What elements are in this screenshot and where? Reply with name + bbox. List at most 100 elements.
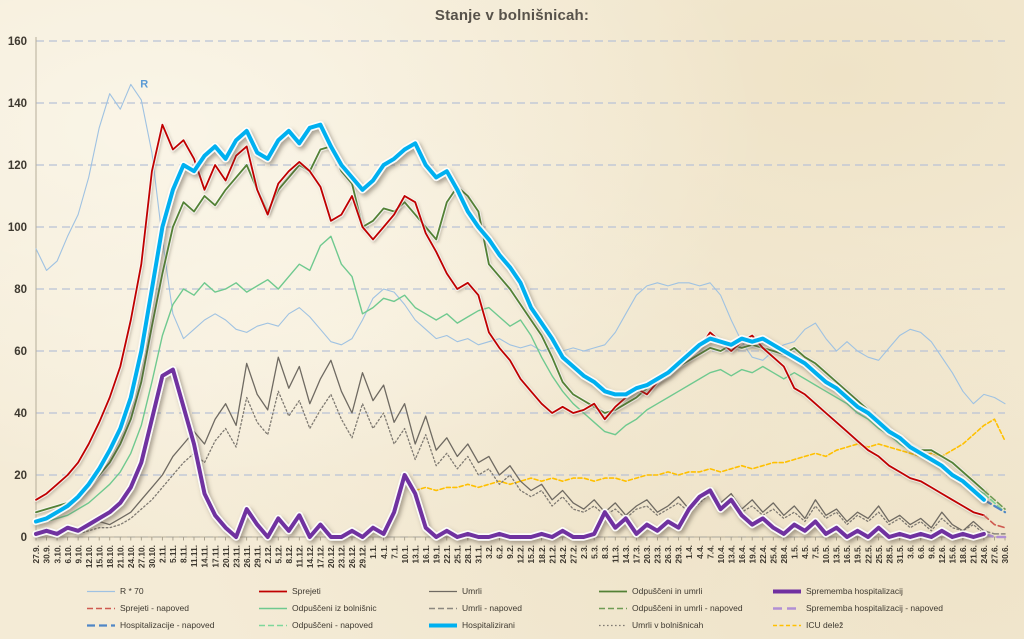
x-tick-label: 11.3. — [610, 545, 620, 563]
x-tick-label: 9.2. — [505, 545, 515, 559]
series-hosp_nap-line[interactable] — [982, 498, 1007, 514]
legend-item-sprejeti_nap[interactable]: Sprejeti - napoved — [86, 602, 189, 615]
legend-item-sprejeti[interactable]: Sprejeti — [258, 585, 321, 598]
x-tick-label: 28.4. — [779, 545, 789, 563]
x-tick-label: 26.11. — [242, 545, 252, 568]
x-tick-label: 4.1. — [379, 545, 389, 559]
x-tick-label: 20.3. — [642, 545, 652, 563]
x-tick-label: 22.1. — [442, 545, 452, 563]
legend-label-sprememba: Sprememba hospitalizacij — [806, 586, 903, 596]
series-sprejeti_nap-line[interactable] — [983, 514, 1006, 529]
x-tick-label: 29.3. — [674, 545, 684, 563]
x-tick-label: 1.1. — [368, 545, 378, 559]
x-tick-label: 26.3. — [663, 545, 673, 563]
x-tick-label: 4.5. — [800, 545, 810, 559]
series-r70-line[interactable] — [35, 83, 1006, 405]
x-tick-label: 6.10. — [63, 545, 73, 563]
x-tick-label: 30.6. — [1000, 545, 1010, 563]
legend-swatch-r70 — [87, 590, 115, 593]
series-sprejeti-line[interactable] — [35, 123, 985, 517]
x-tick-label: 3.6. — [905, 545, 915, 559]
legend-swatch-sprejeti — [259, 590, 287, 593]
x-tick-label: 8.12. — [284, 545, 294, 563]
x-tick-label: 2.3. — [579, 545, 589, 559]
chart-title[interactable]: Stanje v bolnišnicah: — [434, 7, 590, 24]
series-sprememba-line[interactable] — [34, 367, 986, 539]
legend-swatch-odpusceni_nap — [259, 624, 287, 627]
series-odp_umrli-group — [34, 144, 986, 515]
legend-label-umrli: Umrli — [462, 586, 482, 596]
x-tick-label: 6.2. — [495, 545, 505, 559]
legend-item-umrli[interactable]: Umrli — [428, 585, 482, 598]
series-hospitalizirani-halo — [32, 121, 988, 526]
legend-swatch-odp_umrli — [599, 590, 627, 593]
legend-item-icu[interactable]: ICU delež — [772, 619, 843, 632]
y-tick-label: 0 — [21, 532, 27, 544]
x-tick-label: 8.3. — [600, 545, 610, 559]
x-tick-label: 17.11. — [210, 545, 220, 568]
series-icu-line[interactable] — [414, 418, 1006, 492]
x-tick-label: 4.4. — [695, 545, 705, 559]
series-odp_umrli_nap-line[interactable] — [983, 489, 1006, 510]
x-tick-label: 12.10. — [84, 545, 94, 568]
x-tick-label: 7.1. — [389, 545, 399, 559]
legend-item-hosp_nap[interactable]: Hospitalizacije - napoved — [86, 619, 215, 632]
legend-item-r70[interactable]: R * 70 — [86, 585, 144, 598]
series-umrli_nap-line[interactable] — [983, 530, 1006, 535]
x-tick-label: 3.10. — [52, 545, 62, 563]
x-tick-label: 21.2. — [547, 545, 557, 563]
x-tick-label: 8.11. — [179, 545, 189, 563]
legend-item-odp_umrli_nap[interactable]: Odpuščeni in umrli - napoved — [598, 602, 743, 615]
x-tick-label: 30.9. — [42, 545, 52, 563]
legend-item-odpusceni[interactable]: Odpuščeni iz bolnišnic — [258, 602, 377, 615]
legend-swatch-icu — [773, 624, 801, 627]
x-tick-label: 10.1. — [400, 545, 410, 563]
x-tick-label: 29.11. — [252, 545, 262, 568]
x-tick-label: 21.10. — [115, 545, 125, 568]
series-hospitalizirani-line[interactable] — [34, 122, 986, 524]
x-tick-label: 16.1. — [421, 545, 431, 563]
legend-label-sprejeti_nap: Sprejeti - napoved — [120, 603, 189, 613]
series-hospitalizirani-group — [32, 121, 988, 526]
legend-item-odp_umrli[interactable]: Odpuščeni in umrli — [598, 585, 702, 598]
x-tick-label: 18.2. — [537, 545, 547, 563]
legend-item-hospitalizirani[interactable]: Hospitalizirani — [428, 619, 515, 632]
x-tick-label: 6.6. — [916, 545, 926, 559]
legend-item-umrli_nap[interactable]: Umrli - napoved — [428, 602, 522, 615]
x-tick-label: 25.1. — [453, 545, 463, 563]
legend-item-sprememba_nap[interactable]: Sprememba hospitalizacij - napoved — [772, 602, 943, 615]
x-tick-label: 25.5. — [874, 545, 884, 563]
x-tick-label: 14.3. — [621, 545, 631, 563]
x-tick-label: 17.12. — [316, 545, 326, 568]
legend-item-odpusceni_nap[interactable]: Odpuščeni - napoved — [258, 619, 373, 632]
y-tick-label: 40 — [14, 408, 27, 420]
x-tick-label: 16.5. — [842, 545, 852, 563]
x-tick-label: 28.1. — [463, 545, 473, 563]
legend-label-sprememba_nap: Sprememba hospitalizacij - napoved — [806, 603, 944, 613]
x-tick-label: 23.12. — [337, 545, 347, 568]
legend-swatch-hospitalizirani — [429, 623, 457, 628]
x-tick-label: 23.3. — [653, 545, 663, 563]
x-tick-label: 5.11. — [168, 545, 178, 563]
x-tick-label: 18.10. — [105, 545, 115, 568]
legend-label-sprejeti: Sprejeti — [292, 586, 321, 596]
series-sprejeti-group — [34, 122, 986, 518]
x-tick-label: 29.12. — [358, 545, 368, 568]
x-tick-label: 5.3. — [589, 545, 599, 559]
legend-label-r70: R * 70 — [120, 586, 144, 596]
x-tick-label: 12.6. — [937, 545, 947, 563]
x-tick-label: 28.5. — [884, 545, 894, 563]
x-tick-label: 18.6. — [958, 545, 968, 563]
x-tick-label: 11.11. — [189, 545, 199, 567]
legend-label-odpusceni: Odpuščeni iz bolnišnic — [292, 603, 377, 613]
series-odpusceni-line[interactable] — [35, 235, 985, 526]
x-tick-label: 27.10. — [137, 545, 147, 568]
legend-item-sprememba[interactable]: Sprememba hospitalizacij — [772, 585, 903, 598]
legend-item-umrli_bol[interactable]: Umrli v bolnišnicah — [598, 619, 703, 632]
x-tick-label: 27.2. — [568, 545, 578, 563]
x-tick-label: 2.11. — [158, 545, 168, 563]
series-odp_umrli-line[interactable] — [35, 145, 985, 514]
x-tick-label: 10.4. — [716, 545, 726, 563]
